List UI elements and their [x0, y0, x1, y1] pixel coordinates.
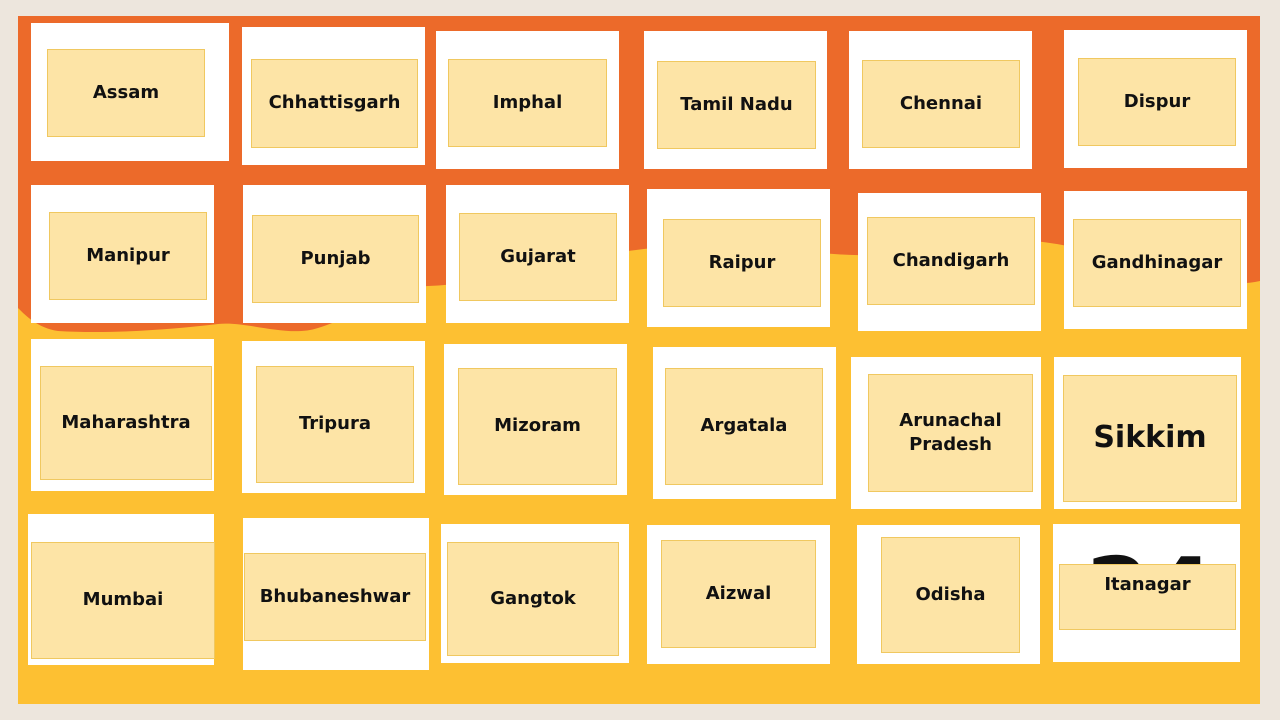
tile-arunachal-line2: Pradesh	[909, 434, 992, 455]
tile-raipur[interactable]: Raipur	[663, 219, 821, 307]
tile-maharashtra[interactable]: Maharashtra	[40, 366, 212, 480]
tile-mizoram[interactable]: Mizoram	[458, 368, 617, 485]
tile-arunachal-pradesh[interactable]: Arunachal Pradesh	[868, 374, 1033, 492]
slide-canvas: Assam Chhattisgarh Imphal Tamil Nadu Che…	[18, 16, 1260, 704]
tile-tripura[interactable]: Tripura	[256, 366, 414, 483]
tile-itanagar[interactable]: Itanagar	[1059, 564, 1236, 630]
tile-dispur[interactable]: Dispur	[1078, 58, 1236, 146]
tile-argatala[interactable]: Argatala	[665, 368, 823, 485]
tile-tamil-nadu[interactable]: Tamil Nadu	[657, 61, 816, 149]
tile-bhubaneshwar[interactable]: Bhubaneshwar	[244, 553, 426, 641]
tile-chennai[interactable]: Chennai	[862, 60, 1020, 148]
tile-sikkim[interactable]: Sikkim	[1063, 375, 1237, 502]
tile-gandhinagar[interactable]: Gandhinagar	[1073, 219, 1241, 307]
tile-gujarat[interactable]: Gujarat	[459, 213, 617, 301]
tile-assam[interactable]: Assam	[47, 49, 205, 137]
tile-chandigarh[interactable]: Chandigarh	[867, 217, 1035, 305]
tile-manipur[interactable]: Manipur	[49, 212, 207, 300]
tile-imphal[interactable]: Imphal	[448, 59, 607, 147]
tile-aizwal[interactable]: Aizwal	[661, 540, 816, 648]
tile-gangtok[interactable]: Gangtok	[447, 542, 619, 656]
tile-arunachal-line1: Arunachal	[899, 409, 1002, 431]
tile-chhattisgarh[interactable]: Chhattisgarh	[251, 59, 418, 148]
tile-odisha[interactable]: Odisha	[881, 537, 1020, 653]
tile-mumbai[interactable]: Mumbai	[31, 542, 215, 659]
tile-punjab[interactable]: Punjab	[252, 215, 419, 303]
